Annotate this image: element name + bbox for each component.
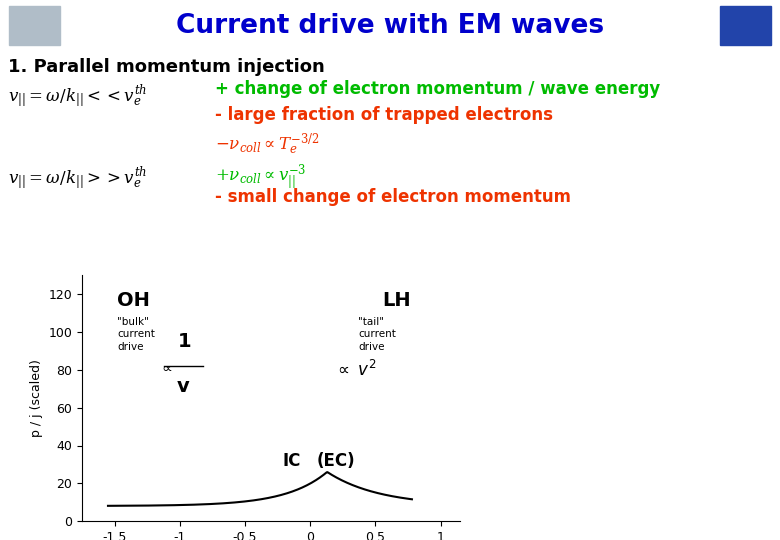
Text: $+ \nu_{coll} \propto v_{||}^{-3}$: $+ \nu_{coll} \propto v_{||}^{-3}$ xyxy=(215,162,307,192)
Text: "bulk"
current
drive: "bulk" current drive xyxy=(117,317,155,352)
Text: - small change of electron momentum: - small change of electron momentum xyxy=(215,188,571,206)
Text: "tail"
current
drive: "tail" current drive xyxy=(359,317,396,352)
Text: 1. Parallel momentum injection: 1. Parallel momentum injection xyxy=(8,58,324,76)
Text: LH: LH xyxy=(382,291,410,309)
Text: Current drive with EM waves: Current drive with EM waves xyxy=(176,12,604,39)
Text: $v_{||} = \omega/k_{||} << v_e^{th}$: $v_{||} = \omega/k_{||} << v_e^{th}$ xyxy=(8,84,147,111)
Text: - large fraction of trapped electrons: - large fraction of trapped electrons xyxy=(215,106,553,124)
Text: OH: OH xyxy=(117,291,150,309)
Y-axis label: p / j (scaled): p / j (scaled) xyxy=(30,359,43,437)
Text: IC: IC xyxy=(282,451,301,470)
Text: $- \nu_{coll} \propto T_e^{-3/2}$: $- \nu_{coll} \propto T_e^{-3/2}$ xyxy=(215,132,320,158)
Text: $\propto\ v^2$: $\propto\ v^2$ xyxy=(334,360,376,380)
Text: $\propto$: $\propto$ xyxy=(159,359,173,374)
Bar xyxy=(720,6,771,45)
Text: $v_{||} = \omega/k_{||} >> v_e^{th}$: $v_{||} = \omega/k_{||} >> v_e^{th}$ xyxy=(8,166,147,193)
Text: + change of electron momentum / wave energy: + change of electron momentum / wave ene… xyxy=(215,80,660,98)
Text: (EC): (EC) xyxy=(317,451,356,470)
Bar xyxy=(9,6,60,45)
Text: $\mathbf{1}$: $\mathbf{1}$ xyxy=(176,332,191,351)
Text: $\mathbf{v}$: $\mathbf{v}$ xyxy=(176,377,191,396)
